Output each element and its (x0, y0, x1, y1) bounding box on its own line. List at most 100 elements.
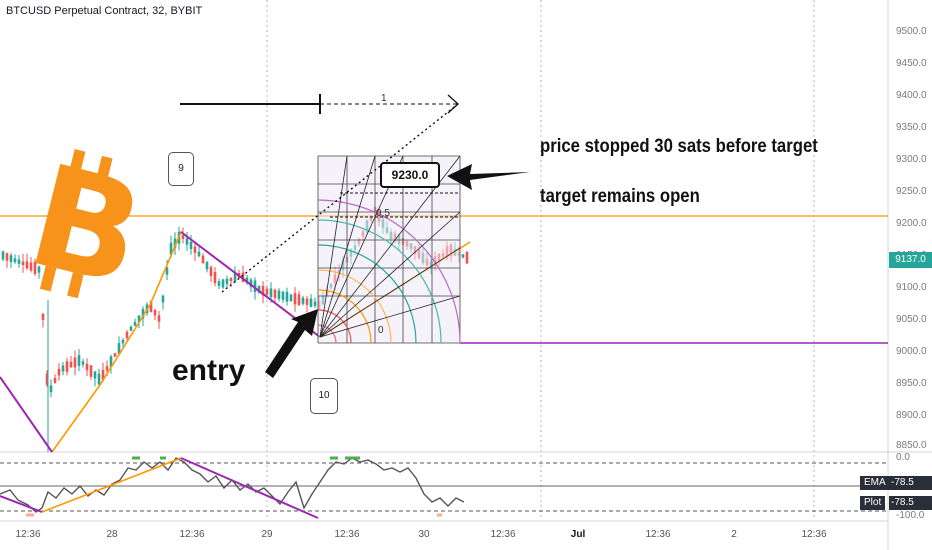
candle-body (185, 238, 189, 245)
candle-body (69, 361, 73, 368)
candle-body (125, 331, 129, 339)
candle-body (169, 242, 173, 255)
candle-body (197, 251, 201, 257)
candle-body (153, 309, 157, 316)
candle-body (49, 385, 53, 393)
candle-body (281, 291, 285, 300)
candle-body (309, 298, 313, 308)
purple-left-line[interactable] (0, 376, 53, 453)
price-tick: 9250.0 (896, 186, 927, 197)
candle-body (241, 272, 245, 283)
candle-body (173, 238, 177, 248)
candle-body (109, 356, 113, 368)
entry-pointer-arrow (265, 309, 318, 378)
target-price-label[interactable]: 9230.0 (380, 162, 440, 188)
price-tick: 9300.0 (896, 154, 927, 165)
candle-body (65, 361, 69, 372)
candle-body (269, 288, 273, 298)
candle-body (213, 271, 217, 284)
candle-body (273, 289, 277, 298)
candle-body (249, 279, 253, 287)
candle-body (5, 253, 9, 261)
candle-body (137, 315, 141, 323)
callout-9[interactable]: 9 (168, 152, 194, 186)
candle-body (105, 366, 109, 371)
time-tick: 29 (261, 529, 273, 540)
candle-body (13, 258, 17, 262)
oscillator-orange-trend[interactable] (41, 457, 182, 513)
candle-body (297, 294, 301, 306)
candle-body (17, 259, 21, 264)
candle-body (461, 254, 465, 258)
callout-10[interactable]: 10 (310, 378, 338, 414)
candle-body (225, 278, 229, 285)
candle-body (165, 267, 169, 275)
candle-body (129, 326, 133, 331)
candle-body (89, 365, 93, 377)
candle-body (293, 293, 297, 305)
time-tick: 12:36 (334, 529, 360, 540)
fib-level-bottom: 0 (378, 325, 384, 336)
svg-text:B: B (15, 135, 158, 319)
note-price-stopped[interactable]: price stopped 30 sats before target (540, 136, 818, 157)
entry-label[interactable]: entry (172, 354, 246, 387)
candle-body (289, 294, 293, 301)
plot-value: -78.5 (889, 496, 932, 510)
fib-level-top: 0.5 (376, 208, 390, 219)
candle-body (157, 315, 161, 322)
time-tick: 2 (731, 529, 737, 540)
price-tick: 9450.0 (896, 58, 927, 69)
oscillator-line[interactable] (0, 457, 465, 513)
candle-body (221, 279, 225, 288)
price-tick: 9400.0 (896, 90, 927, 101)
candle-body (57, 368, 61, 376)
candle-body (277, 290, 281, 299)
candle-body (313, 301, 317, 306)
candle-body (265, 288, 269, 295)
price-tick: 9200.0 (896, 218, 927, 229)
time-tick: 28 (106, 529, 118, 540)
candle-body (133, 321, 137, 326)
candle-body (77, 355, 81, 366)
time-tick: 12:36 (179, 529, 205, 540)
oscillator-pane (0, 456, 888, 519)
vertical-grid (266, 0, 815, 520)
price-tick: 8950.0 (896, 378, 927, 389)
candle-body (73, 357, 77, 368)
candle-body (253, 280, 257, 293)
price-tick: 9000.0 (896, 346, 927, 357)
time-tick: 12:36 (490, 529, 516, 540)
candle-body (25, 261, 29, 269)
time-tick: 12:36 (645, 529, 671, 540)
candle-body (209, 267, 213, 276)
projection-count: 1 (381, 93, 387, 104)
target-pointer-arrow (447, 164, 530, 190)
candle-body (53, 377, 57, 383)
price-tick: 8850.0 (896, 440, 927, 451)
candle-body (113, 353, 117, 357)
note-target-open[interactable]: target remains open (540, 186, 700, 207)
price-tick: 9050.0 (896, 314, 927, 325)
candle-body (205, 261, 209, 270)
candle-body (189, 242, 193, 250)
candle-body (149, 301, 153, 312)
candle-body (101, 369, 105, 381)
candle-body (85, 363, 89, 371)
oscillator-purple-trend[interactable] (180, 457, 319, 519)
candle-body (21, 261, 25, 266)
projection-arrow[interactable] (180, 94, 459, 293)
oscillator-purple-left[interactable] (0, 495, 43, 513)
bitcoin-logo-icon: B (15, 135, 158, 319)
candle-body (201, 255, 205, 264)
price-tick: 9100.0 (896, 282, 927, 293)
candle-body (41, 313, 45, 320)
ema-value: -78.5 (889, 476, 932, 490)
candle-body (229, 277, 233, 282)
candle-body (301, 297, 305, 304)
candle-body (117, 343, 121, 354)
candle-body (81, 361, 85, 365)
candle-body (465, 251, 469, 264)
candle-body (9, 255, 13, 262)
plot-label: Plot (860, 496, 886, 510)
